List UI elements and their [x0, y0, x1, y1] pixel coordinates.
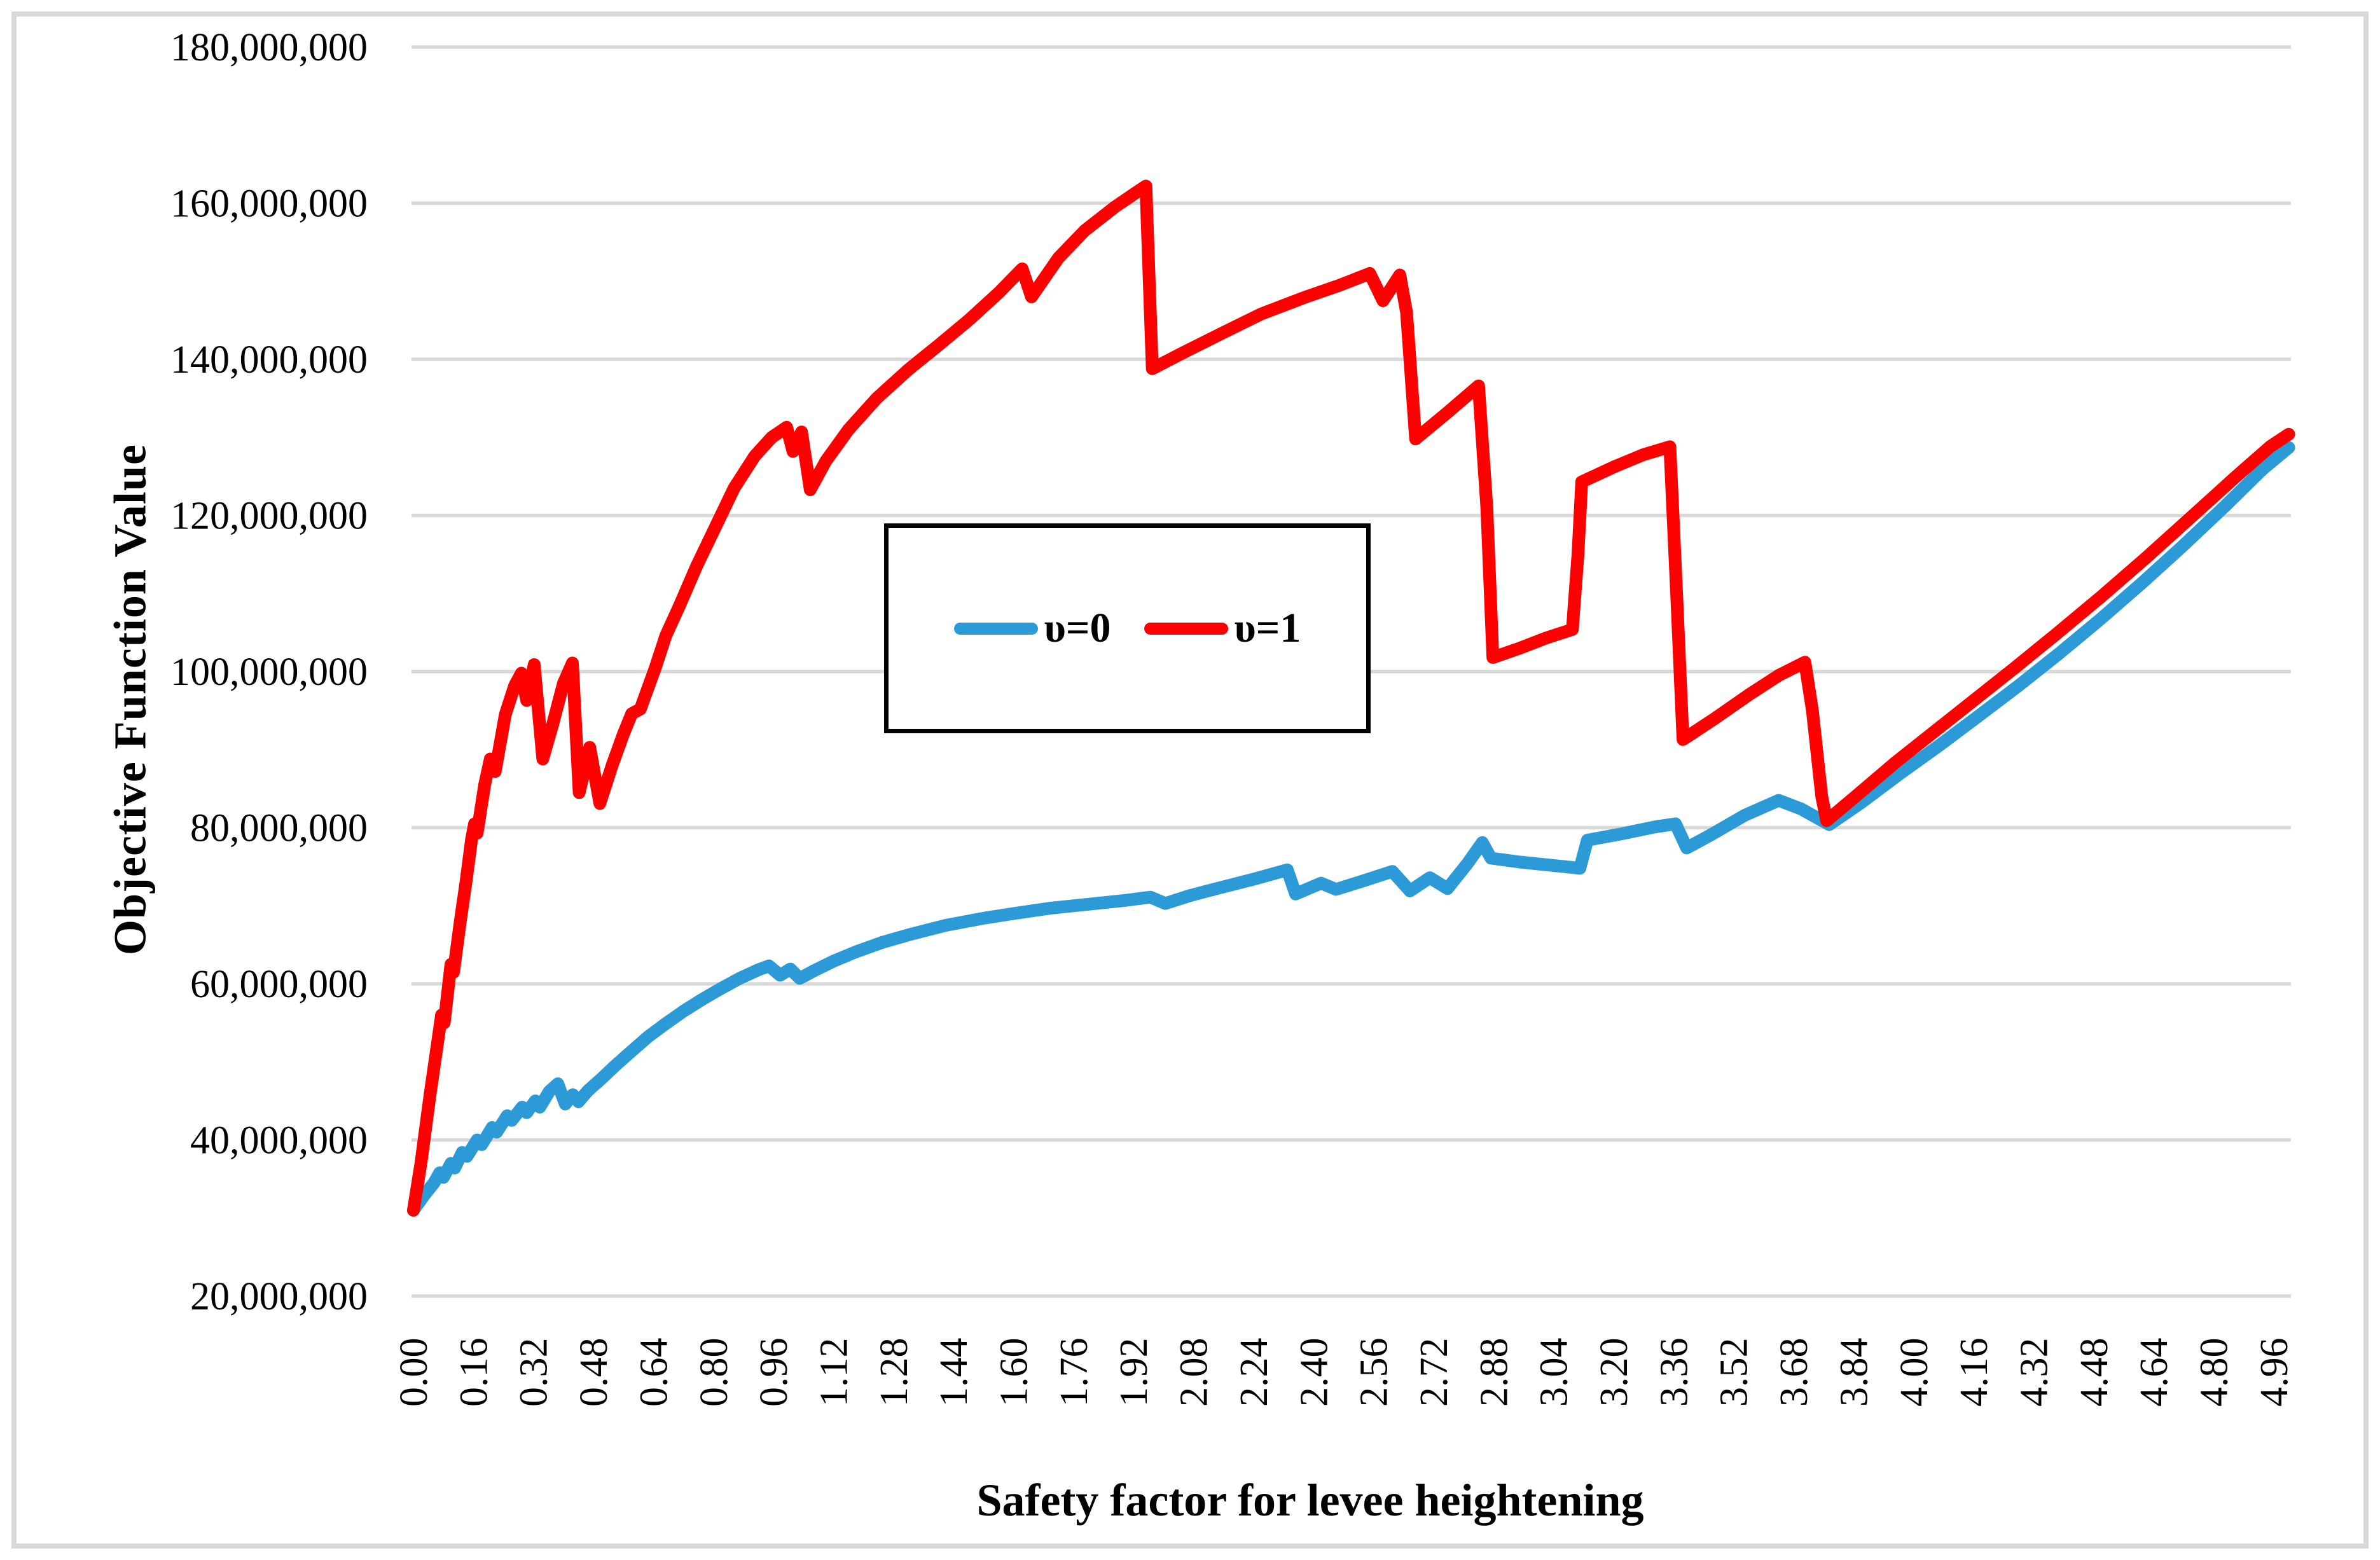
svg-text:1.12: 1.12 — [812, 1338, 855, 1407]
svg-text:0.96: 0.96 — [752, 1338, 796, 1407]
svg-text:140,000,000: 140,000,000 — [170, 338, 368, 382]
x-axis-title: Safety factor for levee heightening — [976, 1475, 1644, 1526]
svg-text:20,000,000: 20,000,000 — [190, 1275, 368, 1318]
svg-text:3.36: 3.36 — [1652, 1338, 1696, 1407]
svg-text:2.40: 2.40 — [1292, 1338, 1336, 1407]
svg-text:2.88: 2.88 — [1472, 1338, 1516, 1407]
svg-text:3.52: 3.52 — [1713, 1338, 1756, 1407]
gridlines — [412, 45, 2291, 1298]
svg-text:4.96: 4.96 — [2253, 1338, 2296, 1407]
svg-text:0.48: 0.48 — [572, 1338, 616, 1407]
legend-swatch-v0-line — [953, 622, 1038, 635]
svg-text:0.80: 0.80 — [693, 1338, 736, 1407]
svg-text:80,000,000: 80,000,000 — [190, 807, 368, 850]
svg-text:180,000,000: 180,000,000 — [170, 26, 368, 69]
legend-box: υ=0 υ=1 — [884, 523, 1371, 733]
svg-text:0.64: 0.64 — [632, 1338, 675, 1407]
svg-text:4.00: 4.00 — [1893, 1338, 1936, 1407]
legend-swatch-v1-line — [1144, 622, 1228, 635]
svg-text:2.24: 2.24 — [1233, 1338, 1276, 1407]
svg-text:1.60: 1.60 — [993, 1338, 1036, 1407]
svg-text:4.48: 4.48 — [2073, 1338, 2116, 1407]
y-tick-labels: 20,000,000 40,000,000 60,000,000 80,000,000… — [170, 26, 368, 1318]
svg-text:1.28: 1.28 — [873, 1338, 916, 1407]
svg-text:4.32: 4.32 — [2013, 1338, 2056, 1407]
svg-text:3.68: 3.68 — [1773, 1338, 1816, 1407]
y-axis-title: Objective Function Value — [104, 443, 156, 956]
legend-label-v0: υ=0 — [1044, 605, 1111, 651]
svg-text:100,000,000: 100,000,000 — [170, 651, 368, 694]
svg-text:120,000,000: 120,000,000 — [170, 495, 368, 538]
svg-text:2.72: 2.72 — [1413, 1338, 1456, 1407]
x-tick-labels: 0.00 0.16 0.32 0.48 0.64 0.80 0.96 1.12 1.28 1.44… — [392, 1338, 2296, 1407]
legend-label-v1: υ=1 — [1234, 605, 1301, 651]
legend-item-v1: υ=1 — [1144, 607, 1301, 649]
svg-text:0.00: 0.00 — [392, 1338, 436, 1407]
svg-text:40,000,000: 40,000,000 — [190, 1119, 368, 1163]
svg-text:1.92: 1.92 — [1112, 1338, 1156, 1407]
legend-item-v0: υ=0 — [953, 605, 1111, 651]
svg-text:3.20: 3.20 — [1593, 1338, 1636, 1407]
svg-text:60,000,000: 60,000,000 — [190, 963, 368, 1006]
svg-text:4.64: 4.64 — [2133, 1338, 2176, 1407]
svg-text:0.16: 0.16 — [452, 1338, 495, 1407]
series-line-1 — [407, 179, 2295, 1217]
svg-text:2.08: 2.08 — [1173, 1338, 1216, 1407]
svg-text:0.32: 0.32 — [513, 1338, 556, 1407]
svg-text:160,000,000: 160,000,000 — [170, 183, 368, 226]
svg-text:4.16: 4.16 — [1953, 1338, 1996, 1407]
svg-text:4.80: 4.80 — [2193, 1338, 2236, 1407]
svg-text:3.84: 3.84 — [1832, 1338, 1876, 1407]
figure-frame — [11, 11, 2369, 1549]
series-line-0 — [407, 441, 2295, 1217]
svg-text:1.76: 1.76 — [1053, 1338, 1096, 1407]
svg-text:2.56: 2.56 — [1353, 1338, 1396, 1407]
svg-text:3.04: 3.04 — [1533, 1338, 1576, 1407]
svg-text:1.44: 1.44 — [932, 1338, 976, 1407]
